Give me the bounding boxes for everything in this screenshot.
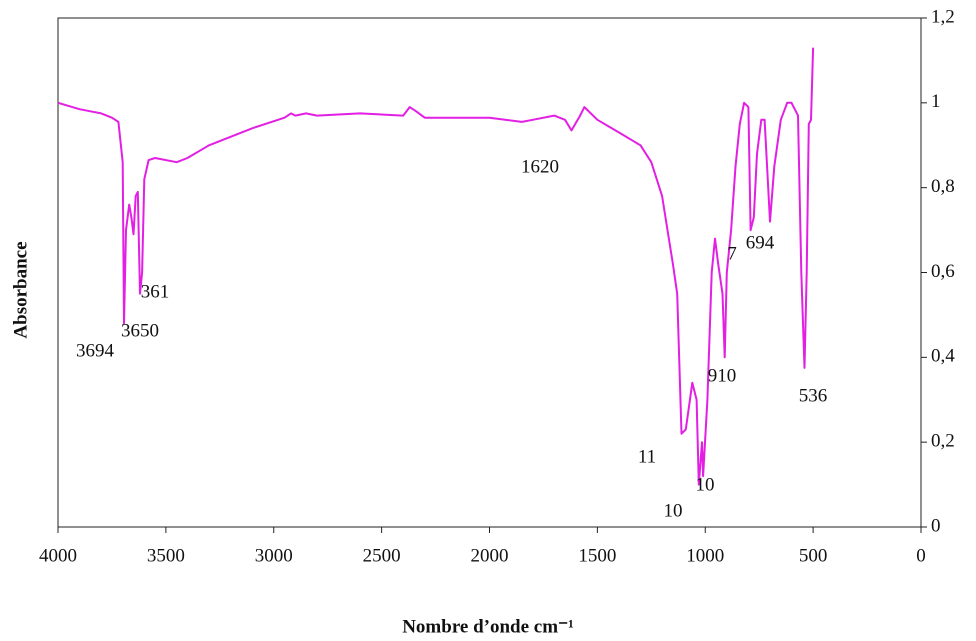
x-tick-label: 1000 — [686, 545, 724, 566]
y-tick-label: 1 — [931, 91, 941, 112]
y-axis-title: Absorbance — [10, 241, 31, 338]
peak-label: 694 — [746, 232, 775, 253]
peak-label: 10 — [664, 500, 683, 521]
x-tick-label: 3000 — [255, 545, 293, 566]
y-tick-label: 0,2 — [931, 431, 955, 452]
x-tick-label: 2000 — [471, 545, 509, 566]
x-tick-label: 4000 — [39, 545, 77, 566]
y-tick-label: 1,2 — [931, 6, 955, 27]
peak-label: 910 — [708, 365, 737, 386]
y-tick-label: 0,6 — [931, 261, 955, 282]
x-tick-label: 1500 — [578, 545, 616, 566]
peak-label: 1620 — [521, 156, 559, 177]
plot-frame — [57, 17, 922, 528]
x-axis-title: Nombre d’onde cm⁻¹ — [402, 616, 574, 637]
peak-label: 7 — [727, 243, 737, 264]
spectrum-line — [57, 47, 815, 486]
x-tick-label: 500 — [799, 545, 828, 566]
peak-label: 10 — [696, 474, 715, 495]
y-tick-label: 0,4 — [931, 346, 955, 367]
x-tick-label: 2500 — [363, 545, 401, 566]
peak-label: 361 — [141, 281, 170, 302]
peak-label: 536 — [799, 385, 828, 406]
x-tick-label: 0 — [916, 545, 926, 566]
peak-label: 3694 — [76, 340, 115, 361]
peak-label: 11 — [638, 446, 656, 467]
y-tick-label: 0 — [931, 515, 941, 536]
y-tick-label: 0,8 — [931, 176, 955, 197]
x-tick-label: 3500 — [147, 545, 185, 566]
peak-label: 3650 — [121, 320, 159, 341]
